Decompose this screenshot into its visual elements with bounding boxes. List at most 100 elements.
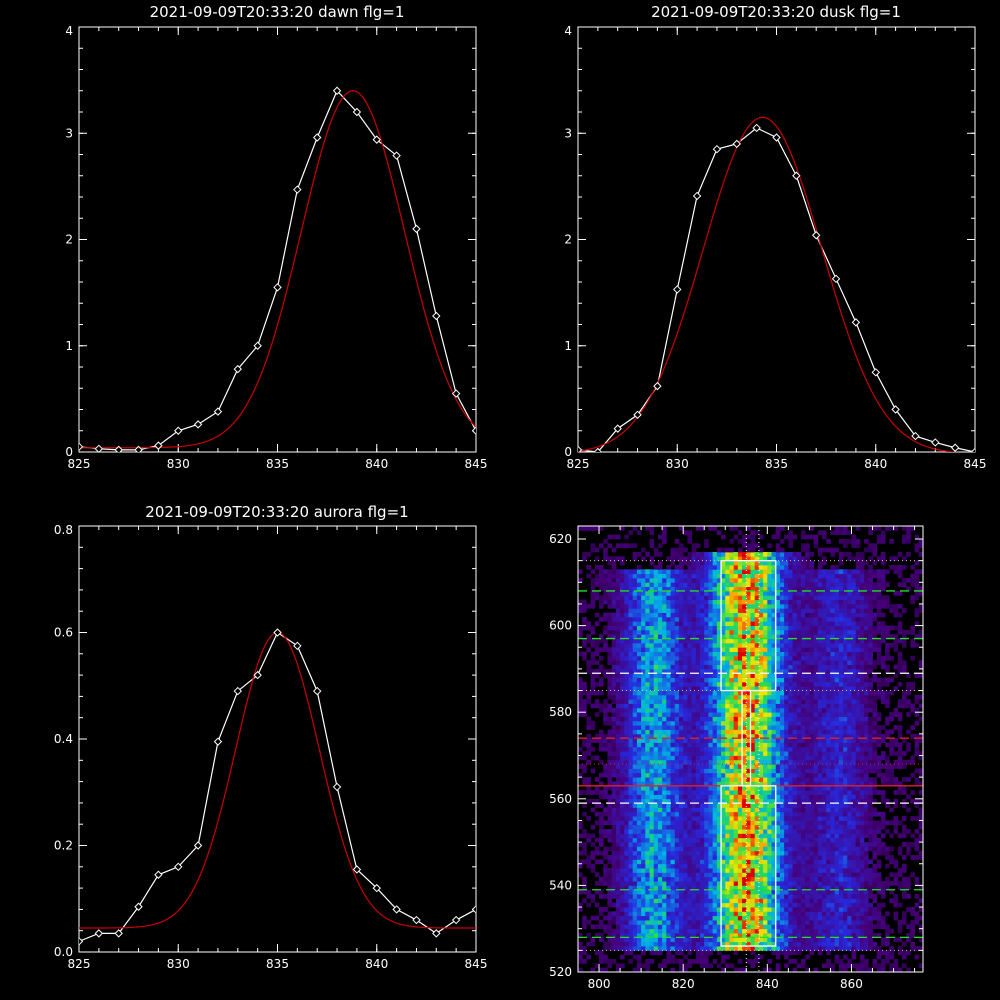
spectrogram-pixel (683, 954, 688, 960)
spectrogram-pixel (750, 781, 756, 787)
spectrogram-pixel (700, 595, 705, 601)
spectrogram-pixel (666, 629, 671, 635)
spectrogram-pixel (645, 716, 650, 722)
spectrogram-pixel (746, 664, 751, 670)
spectrogram-pixel (666, 850, 671, 856)
spectrogram-pixel (721, 694, 726, 700)
spectrogram-pixel (687, 811, 692, 817)
spectrogram-pixel (767, 616, 772, 622)
spectrogram-pixel (716, 647, 722, 652)
spectrogram-pixel (683, 595, 688, 601)
spectrogram-pixel (632, 673, 638, 678)
spectrogram-pixel (712, 807, 718, 813)
spectrogram-pixel (704, 941, 709, 947)
spectrogram-pixel (788, 902, 793, 908)
spectrogram-pixel (687, 816, 692, 821)
spectrogram-pixel (628, 668, 634, 674)
spectrogram-pixel (788, 790, 793, 795)
spectrogram-pixel (645, 616, 650, 622)
spectrogram-pixel (708, 824, 714, 830)
spectrogram-pixel (716, 833, 722, 839)
spectrogram-pixel (775, 937, 781, 943)
spectrogram-pixel (729, 738, 735, 743)
spectrogram-pixel (695, 959, 701, 964)
spectrogram-pixel (590, 833, 596, 839)
spectrogram-pixel (737, 703, 743, 709)
spectrogram-pixel (754, 677, 760, 683)
spectrogram-pixel (695, 941, 701, 947)
spectrogram-pixel (603, 716, 608, 722)
spectrogram-pixel (779, 777, 785, 782)
spectrogram-pixel (653, 595, 659, 601)
spectrogram-pixel (763, 837, 768, 843)
spectrogram-pixel (632, 764, 638, 769)
spectrogram-pixel (674, 941, 680, 947)
spectrogram-pixel (624, 629, 629, 635)
spectrogram-pixel (708, 738, 714, 743)
spectrogram-pixel (700, 738, 705, 743)
spectrogram-pixel (729, 720, 735, 726)
spectrogram-pixel (784, 915, 789, 921)
spectrogram-pixel (674, 742, 680, 748)
spectrogram-pixel (628, 642, 634, 648)
spectrogram-pixel (792, 716, 798, 722)
spectrogram-pixel (670, 868, 676, 873)
spectrogram-pixel (636, 716, 642, 722)
spectrogram-pixel (754, 902, 760, 908)
spectrogram-pixel (784, 772, 789, 778)
spectrogram-pixel (725, 582, 730, 588)
spectrogram-pixel (737, 785, 743, 791)
spectrogram-pixel (653, 902, 659, 908)
spectrogram-pixel (674, 790, 680, 795)
spectrogram-pixel (641, 777, 646, 782)
spectrogram-pixel (603, 855, 608, 860)
spectrogram-pixel (645, 946, 650, 951)
aurora-data-point (392, 905, 401, 914)
spectrogram-pixel (578, 712, 583, 717)
spectrogram-pixel (767, 625, 772, 631)
spectrogram-pixel (716, 885, 722, 891)
spectrogram-pixel (615, 885, 621, 891)
spectrogram-pixel (695, 902, 701, 908)
spectrogram-pixel (779, 668, 785, 674)
spectrogram-pixel (784, 928, 789, 934)
spectrogram-pixel (678, 820, 684, 826)
spectrogram-pixel (691, 660, 697, 665)
spectrogram-pixel (632, 824, 638, 830)
spectrogram-pixel (691, 824, 697, 830)
spectrogram-pixel (590, 798, 596, 804)
spectrogram-pixel (779, 803, 785, 808)
spectrogram-pixel (716, 850, 722, 856)
spectrogram-pixel (636, 582, 642, 588)
spectrogram-pixel (628, 876, 634, 882)
dawn-data-point (253, 341, 262, 350)
spectrogram-pixel (657, 829, 663, 834)
spectrogram-pixel (645, 746, 650, 752)
spectrogram-pixel (657, 746, 663, 752)
spectrogram-pixel (620, 573, 625, 579)
spectrogram-pixel (704, 954, 709, 960)
spectrogram-pixel (586, 573, 592, 579)
spectrogram-pixel (641, 707, 646, 713)
spectrogram-pixel (704, 946, 709, 951)
spectrogram-pixel (645, 621, 650, 626)
spectrogram-pixel (641, 621, 646, 626)
spectrogram-pixel (754, 798, 760, 804)
spectrogram-pixel (775, 660, 781, 665)
spectrogram-pixel (624, 690, 629, 696)
spectrogram-pixel (704, 729, 709, 735)
spectrogram-pixel (725, 569, 730, 575)
spectrogram-pixel (636, 811, 642, 817)
spectrogram-pixel (678, 690, 684, 696)
spectrogram-pixel (645, 863, 650, 869)
spectrogram-pixel (725, 889, 730, 895)
spectrogram-pixel (594, 902, 600, 908)
spectrogram-pixel (700, 603, 705, 609)
spectrogram-pixel (746, 876, 751, 882)
spectrogram-pixel (599, 781, 604, 787)
spectrogram-pixel (763, 703, 768, 709)
spectrogram-pixel (632, 716, 638, 722)
spectrogram-pixel (758, 629, 764, 635)
spectrogram-pixel (628, 686, 634, 691)
spectrogram-pixel (704, 642, 709, 648)
